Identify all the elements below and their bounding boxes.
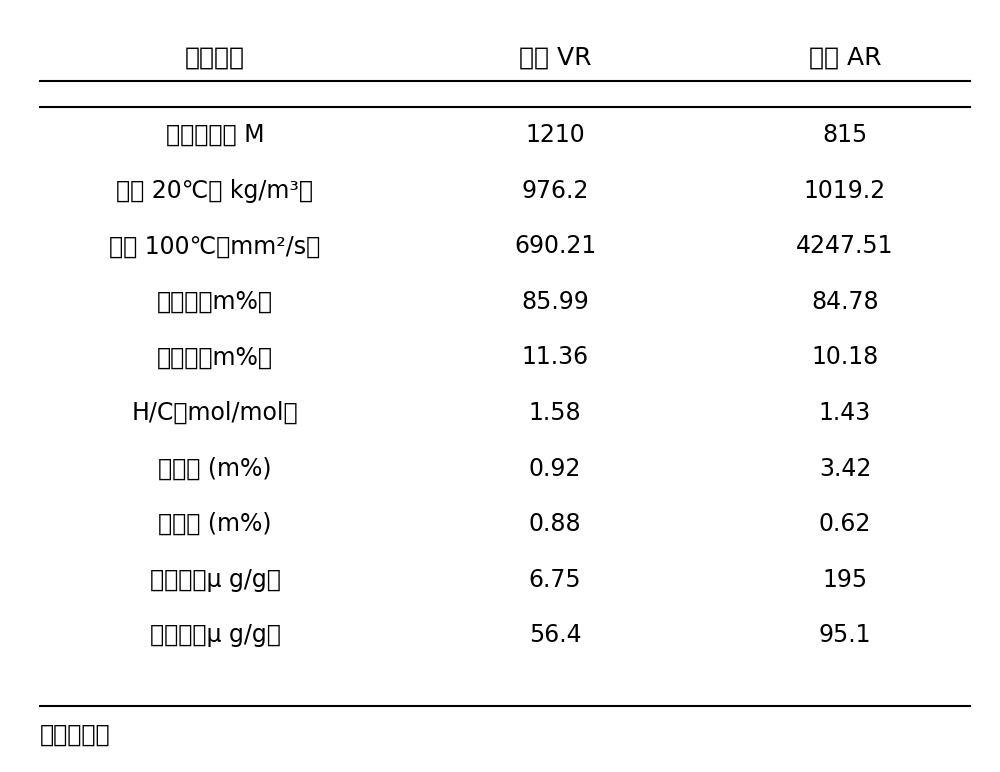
Text: 10.18: 10.18 — [811, 345, 879, 370]
Text: 硫含量 (m%): 硫含量 (m%) — [158, 456, 272, 481]
Text: H/C（mol/mol）: H/C（mol/mol） — [132, 401, 298, 425]
Text: 1019.2: 1019.2 — [804, 178, 886, 203]
Text: 1210: 1210 — [525, 123, 585, 147]
Text: 690.21: 690.21 — [514, 234, 596, 259]
Text: 195: 195 — [822, 567, 868, 592]
Text: 4247.51: 4247.51 — [796, 234, 894, 259]
Text: 95.1: 95.1 — [819, 623, 871, 648]
Text: 84.78: 84.78 — [811, 290, 879, 314]
Text: 1.43: 1.43 — [819, 401, 871, 425]
Text: 氮含量 (m%): 氮含量 (m%) — [158, 512, 272, 537]
Text: 相对分子量 M: 相对分子量 M — [166, 123, 264, 147]
Text: 塔河 AR: 塔河 AR — [809, 46, 881, 70]
Text: 0.62: 0.62 — [819, 512, 871, 537]
Text: 胜利 VR: 胜利 VR — [519, 46, 591, 70]
Text: 0.88: 0.88 — [529, 512, 581, 537]
Text: 0.92: 0.92 — [529, 456, 581, 481]
Text: 镁含量（μ g/g）: 镁含量（μ g/g） — [150, 623, 280, 648]
Text: 85.99: 85.99 — [521, 290, 589, 314]
Text: 1.58: 1.58 — [529, 401, 581, 425]
Text: 碳含量（m%）: 碳含量（m%） — [157, 290, 273, 314]
Text: 56.4: 56.4 — [529, 623, 581, 648]
Text: 11.36: 11.36 — [521, 345, 589, 370]
Text: 钒含量（μ g/g）: 钒含量（μ g/g） — [150, 567, 280, 592]
Text: 815: 815 — [822, 123, 868, 147]
Text: 四组分分析: 四组分分析 — [40, 723, 111, 747]
Text: 渣油原料: 渣油原料 — [185, 46, 245, 70]
Text: 976.2: 976.2 — [521, 178, 589, 203]
Text: 密度 20℃（ kg/m³）: 密度 20℃（ kg/m³） — [116, 178, 314, 203]
Text: 粘度 100℃（mm²/s）: 粘度 100℃（mm²/s） — [109, 234, 321, 259]
Text: 3.42: 3.42 — [819, 456, 871, 481]
Text: 6.75: 6.75 — [529, 567, 581, 592]
Text: 氢含量（m%）: 氢含量（m%） — [157, 345, 273, 370]
